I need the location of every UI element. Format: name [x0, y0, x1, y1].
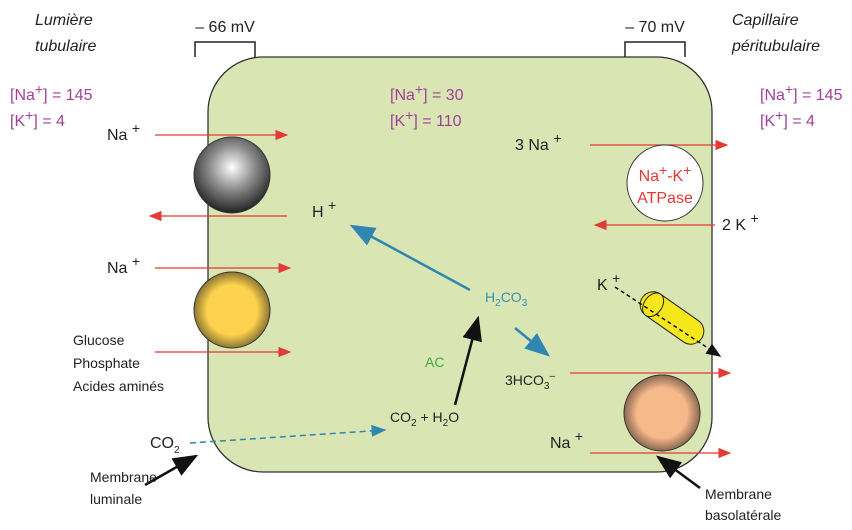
- text-part: [Na: [10, 87, 35, 104]
- ion-label: 3 Na +: [515, 130, 561, 154]
- ion-label: 2 K +: [722, 210, 759, 234]
- text-part: +: [683, 162, 691, 178]
- text-part: 2: [443, 418, 449, 429]
- text-part: +: [415, 81, 423, 97]
- text-part: 3: [522, 298, 528, 309]
- text-part: +: [612, 270, 620, 286]
- text-part: ] = 145: [43, 87, 92, 104]
- text-part: -K: [667, 168, 683, 185]
- ion-label: H +: [312, 197, 336, 221]
- text-part: H: [485, 289, 495, 305]
- text-part: ] = 4: [33, 113, 65, 130]
- text-part: CO: [390, 409, 411, 425]
- text-part: –: [549, 371, 555, 382]
- text-part: Na: [107, 127, 132, 144]
- text-part: 2: [411, 418, 417, 429]
- enzyme: AC: [425, 354, 444, 370]
- bracket: [194, 41, 256, 57]
- concentration: [Na+] = 145: [760, 81, 843, 104]
- text-part: [Na: [390, 87, 415, 104]
- text-part: +: [405, 107, 413, 123]
- text-part: CO: [501, 289, 522, 305]
- membrane-label: Membrane: [705, 486, 772, 502]
- text-part: K: [597, 277, 612, 294]
- concentration: [K+] = 110: [390, 107, 462, 130]
- text-part: Na: [639, 168, 660, 185]
- region-title: tubulaire: [35, 38, 96, 55]
- transporter: [623, 374, 701, 452]
- text-part: + H: [417, 409, 443, 425]
- text-part: +: [132, 253, 140, 269]
- text-part: +: [775, 107, 783, 123]
- text-part: H: [312, 204, 328, 221]
- text-part: [K: [390, 113, 405, 130]
- solute: Glucose: [73, 332, 125, 348]
- pump-label: Na+-K+: [639, 162, 692, 185]
- text-part: +: [35, 81, 43, 97]
- text-part: 3HCO: [505, 372, 544, 388]
- text-part: +: [132, 120, 140, 136]
- potential: – 66 mV: [195, 19, 255, 36]
- pump: [626, 144, 704, 222]
- concentration: [K+] = 4: [760, 107, 815, 130]
- text-part: 2: [174, 445, 180, 456]
- arrow: [453, 315, 482, 406]
- channel: [639, 291, 705, 345]
- arrow: [514, 327, 550, 357]
- arrow: [144, 454, 199, 487]
- text-part: 3 Na: [515, 137, 553, 154]
- molecule: 3HCO3–: [505, 371, 555, 392]
- region-title: péritubulaire: [731, 38, 820, 55]
- ion-label: K +: [597, 270, 620, 294]
- molecule: CO2: [150, 435, 180, 456]
- region-title: Capillaire: [732, 12, 799, 29]
- text-part: +: [659, 162, 667, 178]
- text-part: ] = 30: [423, 87, 464, 104]
- text-part: +: [553, 130, 561, 146]
- solute: Phosphate: [73, 355, 140, 371]
- text-part: ] = 4: [783, 113, 815, 130]
- concentration: [Na+] = 145: [10, 81, 93, 104]
- membrane-label: basolatérale: [705, 507, 781, 523]
- text-part: [K: [10, 113, 25, 130]
- molecule: H2CO3: [485, 289, 528, 309]
- ion-label: Na +: [107, 120, 140, 144]
- pump-label: ATPase: [637, 190, 693, 207]
- cell: [207, 56, 713, 473]
- text-part: ] = 110: [413, 113, 461, 130]
- text-part: Na: [550, 435, 575, 452]
- solute: Acides aminés: [73, 378, 164, 394]
- arrow: [189, 424, 387, 444]
- text-part: +: [328, 197, 336, 213]
- ion-label: Na +: [107, 253, 140, 277]
- molecule: CO2 + H2O: [390, 409, 459, 429]
- membrane-label: Membrane: [90, 469, 157, 485]
- arrow: [349, 224, 471, 292]
- text-part: CO: [150, 435, 174, 452]
- text-part: +: [785, 81, 793, 97]
- potential: – 70 mV: [625, 19, 685, 36]
- text-part: +: [750, 210, 758, 226]
- text-part: +: [575, 428, 583, 444]
- text-part: Na: [107, 260, 132, 277]
- text-part: [K: [760, 113, 775, 130]
- region-title: Lumière: [35, 12, 93, 29]
- ion-label: Na +: [550, 428, 583, 452]
- bracket: [624, 41, 686, 57]
- arrow: [655, 455, 701, 490]
- text-part: 2 K: [722, 217, 750, 234]
- text-part: 2: [495, 298, 501, 309]
- membrane-label: luminale: [90, 491, 142, 507]
- concentration: [K+] = 4: [10, 107, 65, 130]
- text-part: [Na: [760, 87, 785, 104]
- transporter: [193, 136, 271, 214]
- text-part: +: [25, 107, 33, 123]
- transporter: [193, 271, 271, 349]
- concentration: [Na+] = 30: [390, 81, 464, 104]
- text-part: O: [448, 409, 459, 425]
- text-part: 3: [544, 381, 550, 392]
- text-part: ] = 145: [793, 87, 842, 104]
